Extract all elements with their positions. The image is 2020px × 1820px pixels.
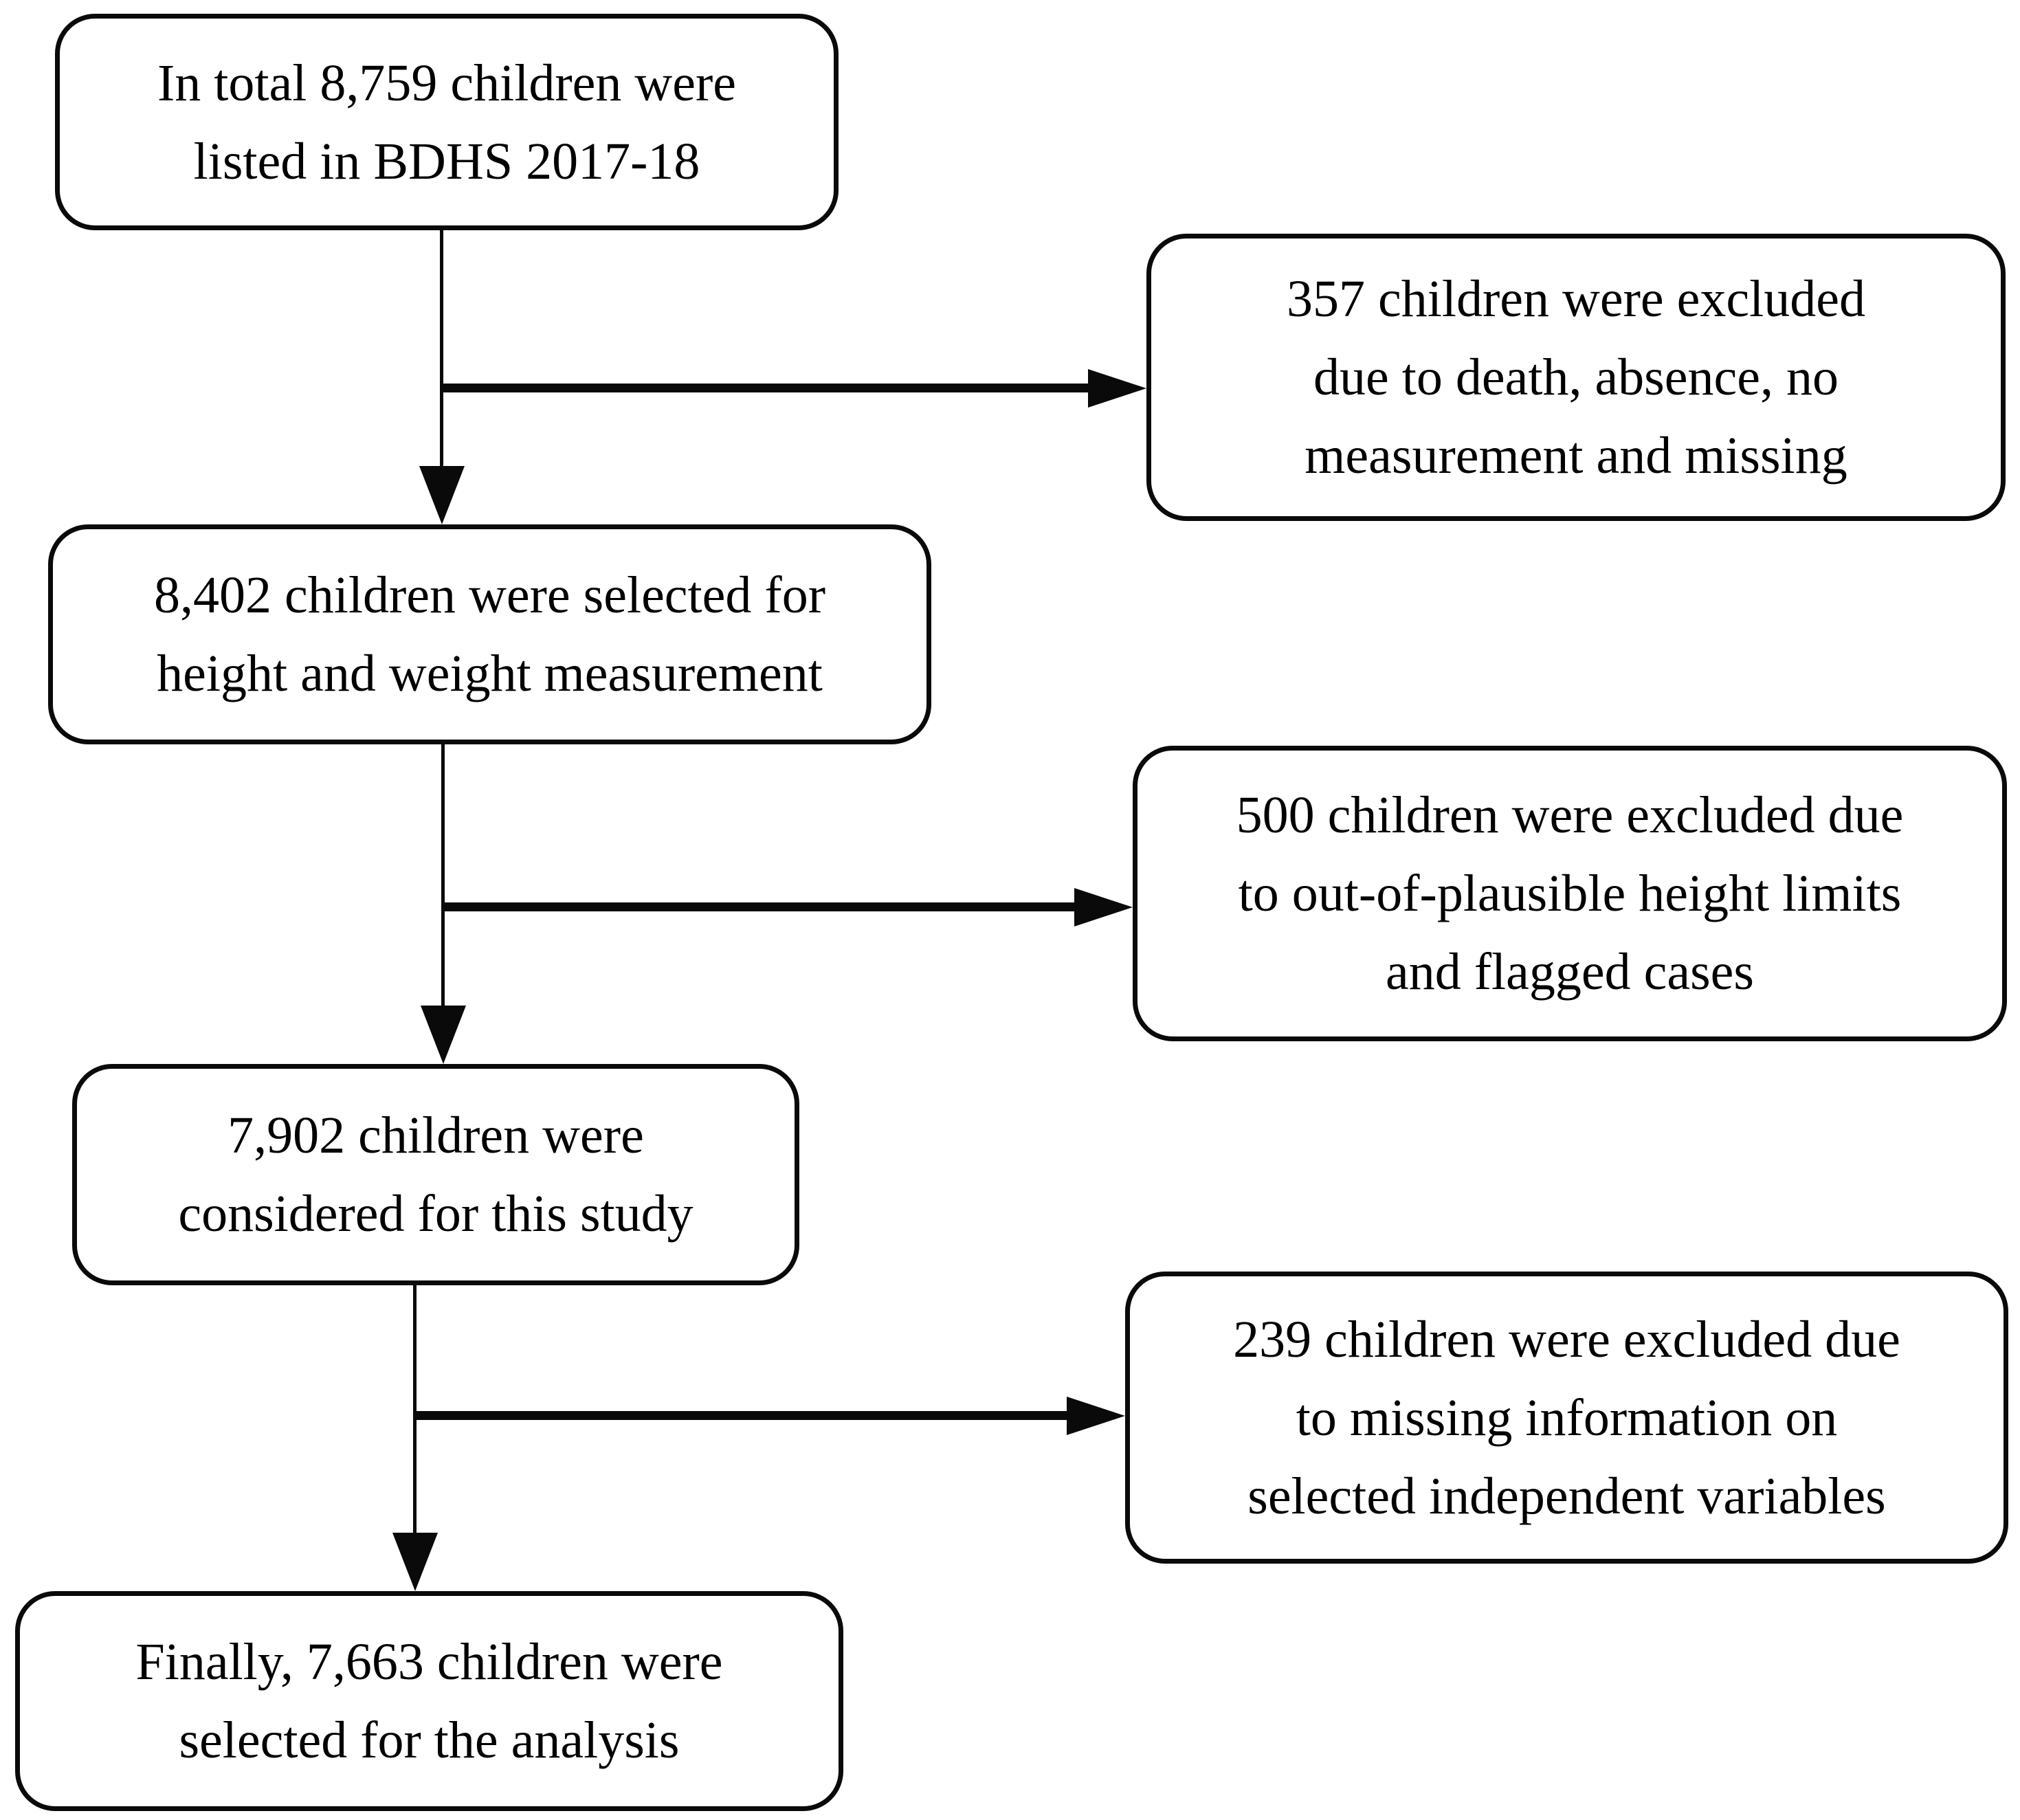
box-excluded-239: 239 children were excluded due to missin…	[1125, 1272, 2008, 1564]
box-excluded-357-text: 357 children were excluded due to death,…	[1287, 270, 1865, 485]
box-total-listed: In total 8,759 children were listed in B…	[55, 14, 839, 230]
arrowhead-right-excluded-500	[1074, 888, 1133, 926]
box-total-listed-text: In total 8,759 children were listed in B…	[157, 54, 737, 190]
arrowhead-down-considered	[421, 1006, 466, 1064]
box-selected-8402: 8,402 children were selected for height …	[48, 524, 931, 744]
arrowhead-right-excluded-239	[1067, 1397, 1125, 1435]
branch-excluded-357-line	[442, 384, 1088, 392]
branch-excluded-500-line	[443, 902, 1074, 911]
box-final-7663-text: Finally, 7,663 children were selected fo…	[135, 1633, 723, 1769]
arrowhead-right-excluded-357	[1088, 369, 1146, 408]
arrowhead-down-final	[392, 1533, 438, 1591]
box-excluded-500-text: 500 children were excluded due to out-of…	[1236, 786, 1904, 1001]
box-selected-8402-text: 8,402 children were selected for height …	[153, 566, 825, 702]
arrowhead-down-selected	[419, 466, 465, 524]
branch-excluded-239-line	[415, 1411, 1067, 1420]
connector-considered-to-final-line	[413, 1285, 417, 1536]
connector-total-to-selected-line	[440, 230, 443, 469]
connector-selected-to-considered-line	[441, 744, 445, 1009]
box-considered-7902-text: 7,902 children were considered for this …	[178, 1107, 693, 1243]
box-excluded-239-text: 239 children were excluded due to missin…	[1233, 1310, 1900, 1525]
box-excluded-357: 357 children were excluded due to death,…	[1146, 234, 2006, 521]
box-considered-7902: 7,902 children were considered for this …	[72, 1064, 799, 1285]
box-excluded-500: 500 children were excluded due to out-of…	[1133, 746, 2007, 1041]
box-final-7663: Finally, 7,663 children were selected fo…	[15, 1591, 843, 1811]
